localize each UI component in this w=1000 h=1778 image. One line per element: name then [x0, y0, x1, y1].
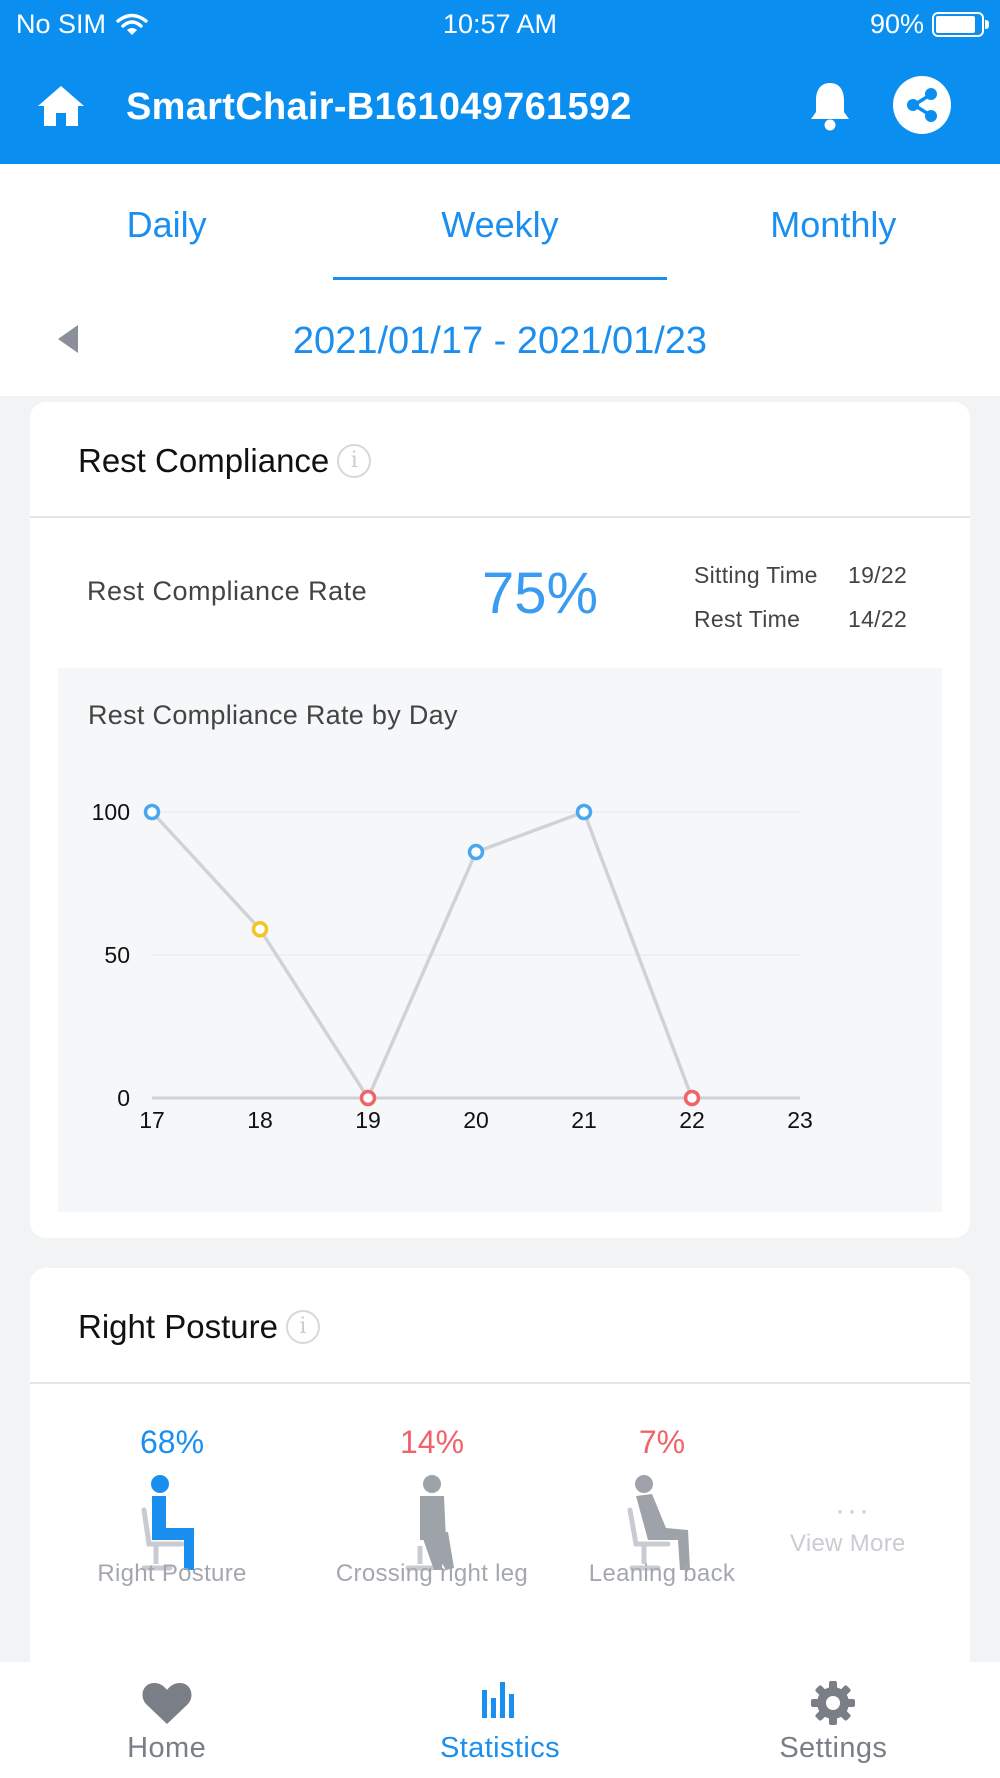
home-icon[interactable]: [36, 84, 86, 128]
tabbar-label: Settings: [779, 1732, 888, 1764]
status-bar: No SIM 10:57 AM 90%: [0, 0, 1000, 48]
bottom-tab-bar: Home Statistics Settings: [0, 1662, 1000, 1778]
data-point: [251, 921, 269, 938]
tabbar-item-statistics[interactable]: Statistics: [333, 1662, 666, 1778]
more-icon: ···: [835, 1494, 871, 1527]
rest-compliance-info-icon[interactable]: i: [337, 444, 372, 478]
device-title: SmartChair-B161049761592: [126, 86, 632, 128]
share-button[interactable]: [893, 76, 951, 134]
rest-time-label: Rest Time: [694, 606, 801, 632]
x-tick-label: 22: [679, 1107, 705, 1133]
right-posture-icon: [141, 1475, 194, 1571]
posture-label: Right Posture: [97, 1560, 247, 1587]
bar-chart-icon: [481, 1682, 514, 1718]
tabbar-label: Statistics: [439, 1732, 560, 1764]
data-point: [683, 1089, 701, 1107]
battery-percent: 90%: [869, 9, 924, 39]
app-header: SmartChair-B161049761592: [0, 48, 1000, 164]
rest-compliance-chart: Rest Compliance Rate by Day 0 50 100 17 18 19…: [58, 668, 942, 1212]
data-point: [467, 843, 485, 861]
x-tick-label: 23: [787, 1107, 813, 1133]
x-tick-label: 21: [571, 1107, 597, 1133]
posture-percent: 14%: [399, 1424, 465, 1460]
posture-list: 68% Right Posture 14% Crossing right leg: [30, 1384, 970, 1768]
x-tick-label: 17: [139, 1107, 165, 1133]
battery-fill: [936, 16, 975, 33]
right-posture-title: Right Posture: [78, 1308, 278, 1345]
line-chart: 0 50 100 17 18 19 20 21 22 23: [92, 799, 813, 1133]
rest-compliance-header: Rest Compliance i: [30, 402, 970, 518]
tabbar-item-settings[interactable]: Settings: [667, 1662, 1000, 1778]
sitting-time-label: Sitting Time: [694, 562, 818, 588]
right-posture-info-icon[interactable]: i: [285, 1310, 320, 1344]
date-range: 2021/01/17 - 2021/01/23: [292, 320, 708, 362]
date-selector: 2021/01/17 - 2021/01/23: [0, 280, 1000, 396]
status-time: 10:57 AM: [442, 9, 558, 39]
data-point: [359, 1089, 377, 1107]
heart-icon: [142, 1683, 192, 1724]
y-tick-label: 0: [117, 1085, 130, 1111]
x-tick-label: 18: [247, 1107, 273, 1133]
tab-monthly[interactable]: Monthly: [770, 204, 897, 245]
status-right: 90%: [869, 9, 989, 40]
share-icon: [907, 88, 937, 122]
data-point: [575, 803, 593, 821]
sitting-time-value: 19/22: [848, 562, 908, 588]
posture-label: Leaning back: [588, 1560, 736, 1587]
series-line: [150, 810, 694, 1100]
data-point: [143, 803, 161, 821]
leaning-back-icon: [627, 1475, 690, 1571]
tabbar-label: Home: [127, 1732, 207, 1764]
tab-weekly[interactable]: Weekly: [333, 164, 667, 280]
battery-icon: [932, 12, 989, 37]
right-posture-header: Right Posture i: [30, 1268, 970, 1384]
status-left: No SIM: [16, 9, 148, 40]
prev-week-arrow-icon[interactable]: [58, 325, 78, 353]
period-tabs: Daily Weekly Monthly: [0, 164, 1000, 280]
rest-compliance-rate-value: 75%: [482, 561, 599, 626]
x-tick-label: 19: [355, 1107, 381, 1133]
y-tick-label: 50: [104, 942, 130, 968]
tab-daily[interactable]: Daily: [126, 204, 207, 245]
wifi-icon: [116, 13, 148, 35]
posture-label: Crossing right leg: [335, 1560, 529, 1587]
x-tick-label: 20: [463, 1107, 489, 1133]
carrier-label: No SIM: [16, 9, 107, 39]
rest-time-value: 14/22: [848, 606, 908, 632]
y-tick-label: 100: [92, 799, 130, 825]
bell-icon[interactable]: [808, 80, 852, 132]
rest-compliance-rate-label: Rest Compliance Rate: [87, 576, 368, 606]
rest-compliance-card: Rest Compliance i Rest Compliance Rate 7…: [30, 402, 970, 1238]
posture-percent: 7%: [638, 1424, 686, 1460]
posture-percent: 68%: [139, 1424, 205, 1460]
gear-icon: [811, 1681, 856, 1725]
view-more-link[interactable]: View More: [790, 1530, 906, 1557]
crossing-leg-icon: [405, 1475, 454, 1571]
tabbar-item-home[interactable]: Home: [0, 1662, 333, 1778]
chart-title: Rest Compliance Rate by Day: [88, 700, 458, 730]
rest-compliance-title: Rest Compliance: [78, 442, 330, 479]
